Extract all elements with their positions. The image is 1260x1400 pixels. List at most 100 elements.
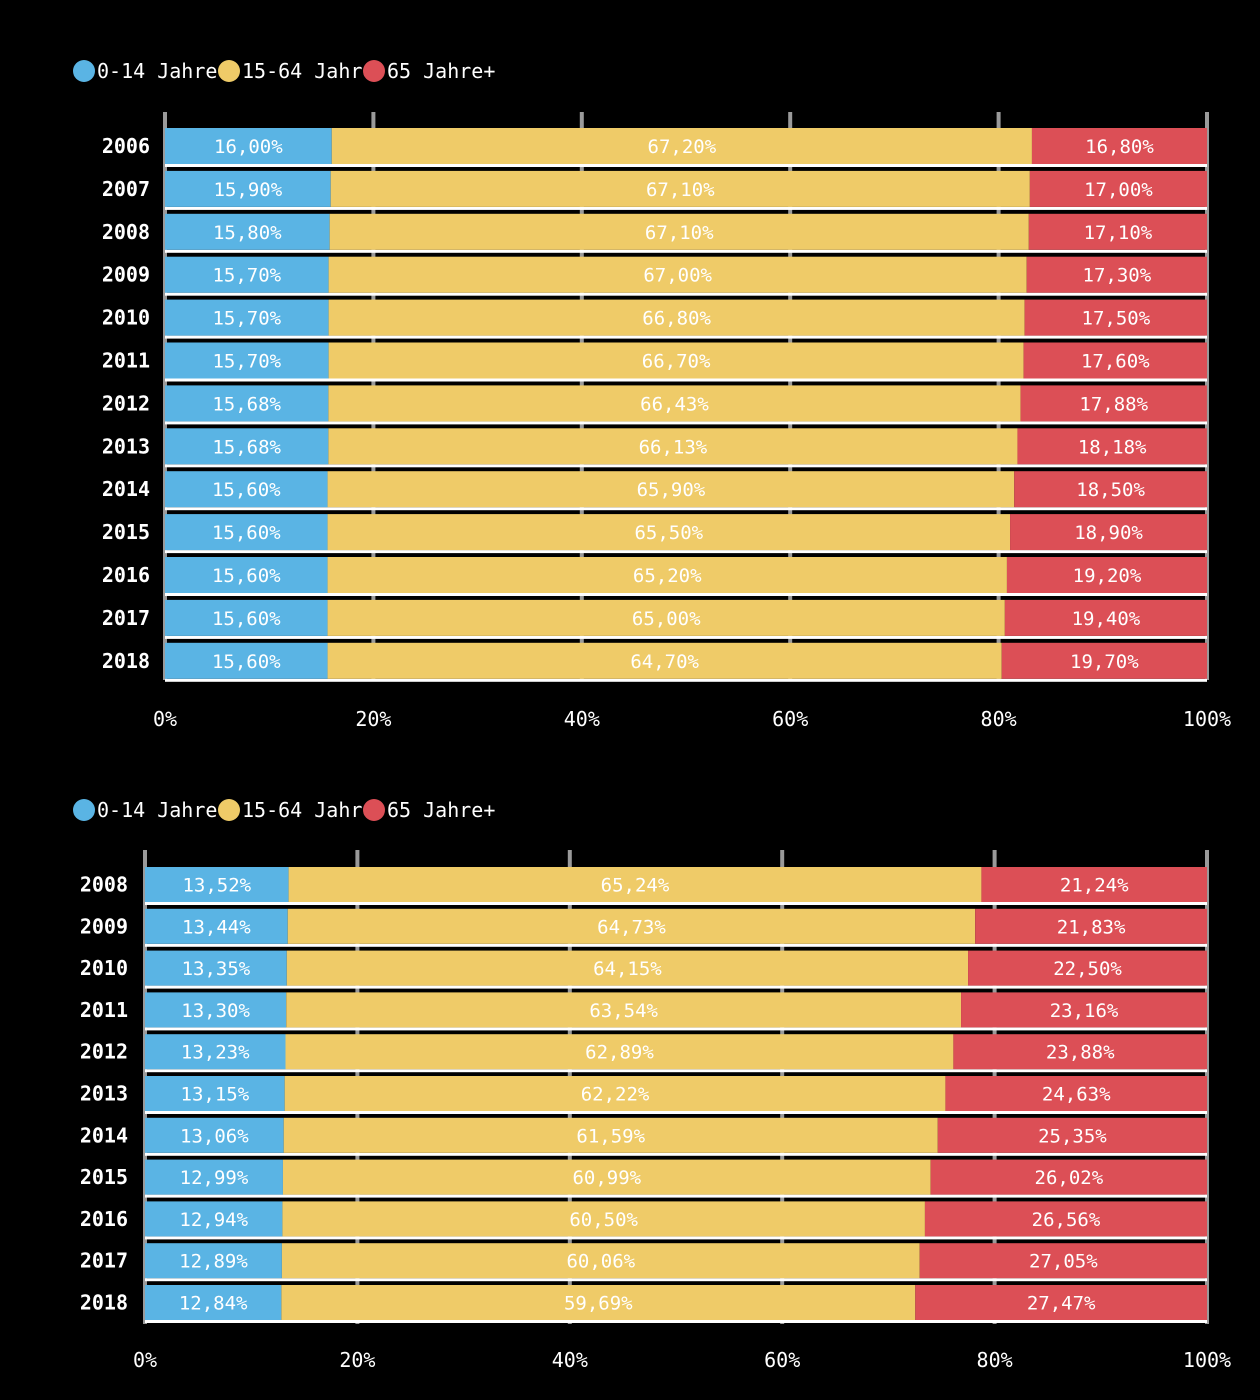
year-label: 2009 [80,914,128,938]
row-separator [145,1236,1207,1240]
legend-swatch-0 [73,60,95,82]
data-label-2: 22,50% [1053,958,1122,980]
data-label-0: 16,00% [214,136,283,158]
year-label: 2013 [102,434,150,458]
bar-segment-0 [145,1285,282,1320]
legend-label-0: 0-14 Jahre [97,798,217,822]
data-label-0: 12,99% [180,1167,249,1189]
bar-segment-1 [331,128,1032,164]
year-label: 2014 [80,1123,128,1147]
bar-segment-1 [282,1159,931,1195]
x-tick-label-3: 60% [764,1348,800,1372]
year-label: 2010 [80,956,128,980]
bar-segment-2 [968,950,1207,986]
bar-segment-2 [915,1285,1207,1320]
data-label-1: 66,70% [642,351,711,373]
data-label-2: 26,02% [1035,1167,1104,1189]
data-label-0: 13,35% [182,958,251,980]
row-separator [165,335,1207,339]
bar-segment-2 [1024,299,1207,336]
row-separator [145,985,1207,989]
year-label: 2013 [80,1082,128,1106]
bar-segment-0 [165,342,329,379]
year-label: 2008 [80,873,128,897]
data-label-0: 13,23% [181,1042,250,1064]
data-label-0: 15,90% [214,179,283,201]
data-label-1: 60,50% [569,1209,638,1231]
data-label-1: 60,06% [566,1251,635,1273]
data-label-0: 15,80% [213,222,282,244]
data-label-1: 66,80% [642,308,711,330]
bar-segment-0 [145,1201,283,1237]
year-label: 2015 [102,520,150,544]
bar-segment-1 [327,471,1015,508]
bar-segment-1 [328,342,1024,379]
data-label-0: 12,84% [179,1293,248,1315]
legend-swatch-2 [363,799,385,821]
bar-segment-2 [1023,342,1207,379]
stacked-bar-chart-1: 0-14 Jahre 15-64 Jahre 65 Jahre+ 0% 20% 40% 60… [73,59,1231,731]
bar-segment-1 [327,514,1011,551]
bar-segment-0 [145,1076,285,1111]
year-label: 2006 [102,134,150,158]
row-separator [145,1027,1207,1031]
bar-segment-0 [165,557,328,593]
bar-segment-2 [1026,256,1207,293]
data-label-1: 59,69% [564,1293,633,1315]
year-label: 2016 [102,563,150,587]
data-label-2: 18,18% [1078,436,1147,458]
data-label-0: 15,70% [212,308,281,330]
row-separator [165,206,1207,210]
data-label-2: 17,60% [1081,351,1150,373]
row-separator [145,1111,1207,1114]
bar-segment-2 [937,1117,1207,1153]
bar-segment-1 [287,908,976,944]
year-label: 2017 [102,606,150,630]
bar-segment-0 [165,642,328,679]
data-label-1: 65,90% [637,479,706,501]
data-label-0: 15,60% [212,479,281,501]
bar-segment-2 [1001,642,1207,679]
bar-segment-2 [930,1159,1207,1195]
data-label-1: 65,24% [601,875,670,897]
data-label-2: 17,00% [1084,179,1153,201]
data-label-2: 27,47% [1027,1293,1096,1315]
x-tick-label-4: 80% [981,707,1017,731]
bar-segment-2 [1020,385,1207,422]
year-label: 2016 [80,1207,128,1231]
data-label-2: 19,70% [1070,651,1139,673]
legend-label-2: 65 Jahre+ [387,798,495,822]
year-label: 2009 [102,263,150,287]
bar-segment-1 [328,299,1025,336]
data-label-1: 60,99% [572,1167,641,1189]
bar-segment-1 [327,557,1007,593]
bar-segment-2 [1017,428,1207,465]
bar-segment-1 [281,1285,916,1320]
data-label-2: 17,50% [1082,308,1151,330]
data-label-0: 12,89% [179,1251,248,1273]
bar-segment-1 [328,256,1027,293]
legend-swatch-2 [363,60,385,82]
year-label: 2017 [80,1249,128,1273]
bar-segment-0 [145,992,287,1028]
bar-segment-0 [145,908,288,944]
year-label: 2015 [80,1165,128,1189]
bar-segment-1 [288,867,982,902]
data-label-2: 17,10% [1084,222,1153,244]
data-label-2: 27,05% [1029,1251,1098,1273]
legend-swatch-1 [218,799,240,821]
data-label-1: 62,89% [585,1042,654,1064]
bar-segment-0 [145,867,289,902]
bar-segment-2 [1004,599,1207,636]
row-separator [165,678,1207,682]
data-label-1: 64,70% [630,651,699,673]
year-label: 2010 [102,306,150,330]
bar-segment-2 [1010,514,1207,551]
data-label-2: 19,40% [1072,608,1141,630]
row-separator [165,550,1207,554]
bar-segment-2 [1029,170,1207,207]
bar-segment-0 [165,213,330,250]
row-separator [145,1069,1207,1073]
data-label-1: 67,20% [648,136,717,158]
data-label-2: 19,20% [1073,565,1142,587]
